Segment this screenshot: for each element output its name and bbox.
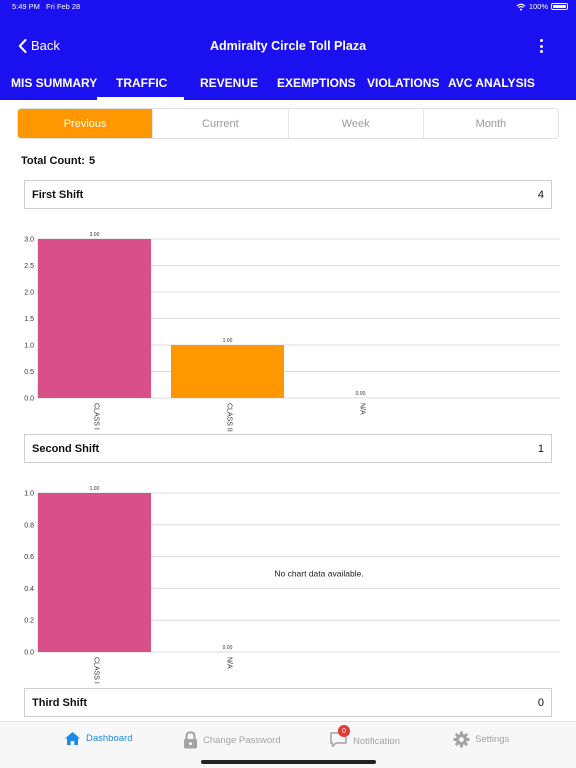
shift-name: Third Shift: [32, 696, 87, 709]
x-tick-label: CLASS I: [93, 657, 100, 684]
y-tick-label: 0.8: [24, 522, 34, 529]
segment-current[interactable]: Current: [152, 109, 287, 138]
shift-row-third[interactable]: Third Shift 0: [24, 688, 552, 717]
bottom-tab-dashboard[interactable]: Dashboard: [64, 731, 132, 746]
shift-name: First Shift: [32, 188, 84, 201]
y-tick-label: 0.0: [24, 396, 34, 403]
home-icon: [65, 732, 80, 745]
navigation-bar: Back Admiralty Circle Toll Plaza MIS SUM…: [0, 14, 576, 100]
top-tabs: MIS SUMMARY TRAFFIC REVENUE EXEMPTIONS V…: [0, 72, 576, 100]
segment-month[interactable]: Month: [422, 109, 558, 138]
notification-icon-wrap: 0: [329, 725, 350, 751]
tab-traffic[interactable]: TRAFFIC: [116, 76, 168, 90]
x-tick-label: N/A: [226, 657, 233, 669]
y-tick-label: 1.5: [24, 316, 34, 323]
bar: [38, 493, 151, 652]
shift-count: 1: [537, 442, 544, 455]
y-tick-label: 3.0: [24, 237, 34, 244]
y-tick-label: 2.0: [24, 290, 34, 297]
status-right: 100%: [516, 2, 568, 11]
bottom-tab-label: Notification: [353, 735, 400, 747]
segment-week[interactable]: Week: [287, 109, 423, 138]
status-bar: 5:49 PM Fri Feb 28 100%: [0, 0, 576, 14]
notification-badge: 0: [338, 725, 350, 737]
shift-count: 4: [537, 188, 544, 201]
y-tick-label: 0.2: [24, 618, 34, 625]
battery-percent: 100%: [528, 2, 548, 11]
back-label: Back: [31, 38, 60, 53]
second-shift-chart-container: 0.0 0.2 0.4 0.6 0.8 1.0 1.00 CLASS I 0.00 N/A No c…: [0, 476, 576, 684]
second-shift-bar-chart: 0.0 0.2 0.4 0.6 0.8 1.0 1.00 CLASS I 0.00 N/A No c…: [24, 486, 560, 684]
battery-icon: [551, 3, 568, 10]
first-shift-bar-chart: 0.0 0.5 1.0 1.5 2.0 2.5 3.0 3.00 CLASS I 1.00 CLAS…: [24, 232, 560, 432]
shift-name: Second Shift: [32, 442, 100, 455]
tab-revenue[interactable]: REVENUE: [200, 76, 259, 90]
y-tick-label: 1.0: [24, 343, 34, 350]
home-indicator: [201, 760, 376, 764]
shift-count: 0: [537, 696, 544, 709]
y-tick-label: 0.6: [24, 554, 34, 561]
more-menu-button[interactable]: [540, 39, 544, 53]
more-dot-icon: [540, 44, 543, 48]
tab-mis-summary[interactable]: MIS SUMMARY: [11, 76, 98, 90]
more-dot-icon: [540, 39, 543, 42]
x-tick-label: CLASS I: [93, 403, 100, 430]
bottom-tab-settings[interactable]: Settings: [453, 731, 509, 748]
total-count-label: Total Count:: [21, 155, 85, 167]
y-tick-label: 0.4: [24, 586, 34, 593]
period-segmented-control: Previous Current Week Month: [17, 108, 559, 139]
tab-violations[interactable]: VIOLATIONS: [367, 76, 440, 90]
selected-tab-indicator: [97, 97, 184, 100]
y-tick-label: 1.0: [24, 491, 34, 498]
status-date: Fri Feb 28: [46, 2, 81, 11]
data-label: 0.00: [356, 391, 366, 397]
segment-previous[interactable]: Previous: [18, 109, 153, 138]
tab-avc-analysis[interactable]: AVC ANALYSIS: [448, 76, 535, 90]
data-label: 1.00: [90, 486, 100, 492]
no-data-annotation: No chart data available.: [274, 569, 363, 579]
x-tick-label: N/A: [359, 403, 366, 415]
bottom-tab-change-password[interactable]: Change Password: [183, 731, 281, 749]
status-time: 5:49 PM: [12, 2, 40, 11]
total-count: Total Count: 5: [21, 155, 95, 167]
y-tick-label: 0.0: [24, 650, 34, 657]
shift-row-first[interactable]: First Shift 4: [24, 180, 552, 209]
data-label: 1.00: [223, 338, 233, 344]
data-label: 3.00: [90, 232, 100, 238]
chevron-left-icon: [18, 38, 27, 53]
more-dot-icon: [540, 50, 543, 53]
bottom-tab-notification[interactable]: 0 Notification: [329, 725, 400, 751]
x-tick-label: CLASS II: [226, 403, 233, 432]
bar: [171, 345, 284, 398]
data-label: 0.00: [223, 645, 233, 651]
bottom-tab-label: Settings: [475, 734, 510, 745]
y-tick-label: 2.5: [24, 263, 34, 270]
lock-icon: [184, 731, 197, 749]
tab-exemptions[interactable]: EXEMPTIONS: [277, 76, 356, 90]
bar: [38, 239, 151, 398]
back-button[interactable]: Back: [18, 38, 60, 53]
battery-level: [553, 5, 566, 8]
page-title: Admiralty Circle Toll Plaza: [209, 39, 367, 53]
first-shift-chart-container: 0.0 0.5 1.0 1.5 2.0 2.5 3.0 3.00 CLASS I 1.00 CLAS…: [0, 220, 576, 432]
wifi-icon: [516, 3, 526, 11]
shift-row-second[interactable]: Second Shift 1: [24, 434, 552, 463]
bottom-tab-label: Change Password: [203, 734, 281, 746]
y-tick-label: 0.5: [24, 369, 34, 376]
gear-icon: [453, 731, 470, 748]
total-count-value: 5: [88, 155, 96, 167]
bottom-tab-label: Dashboard: [86, 733, 133, 744]
